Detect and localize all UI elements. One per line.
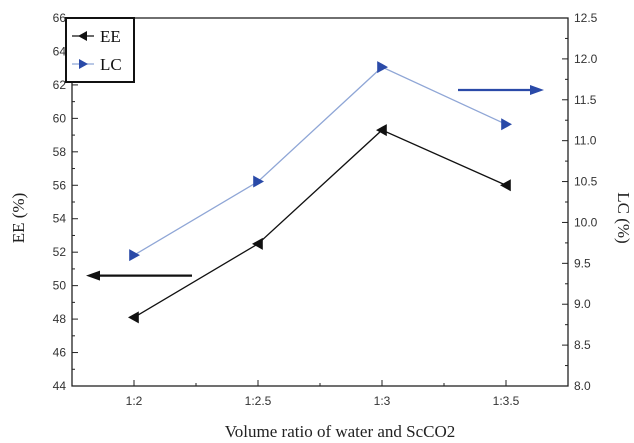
y-right-tick-label: 9.0 [574,297,591,311]
y-left-tick-label: 66 [53,11,67,25]
y-left-tick-label: 64 [53,44,67,58]
axes-layer: 44 46 48 50 52 54 56 58 60 62 64 66 8.0 8.5 9.0 9.5 10.0… [53,11,598,408]
y-right-tick-label: 10.5 [574,175,598,189]
y-left-tick-label: 46 [53,346,67,360]
y-right-tick-label: 8.0 [574,379,591,393]
lc-series-line [133,66,507,256]
plot-frame [71,17,569,387]
y-left-tick-label: 56 [53,178,67,192]
y-left-tick-label: 58 [53,145,67,159]
legend-lc-label: LC [100,55,122,74]
y-left-tick-label: 44 [53,379,67,393]
y-right-tick-label: 12.0 [574,52,598,66]
ee-data-point [128,311,139,324]
ee-data-point [252,237,263,250]
y-right-tick-label: 9.5 [574,256,591,270]
y-axis-right-title: LC (%) [614,192,633,243]
y-left-tick-label: 48 [53,312,67,326]
y-right-tick-label: 8.5 [574,338,591,352]
ee-data-point [500,179,511,192]
ee-data-point [376,124,387,137]
series-layer [86,61,544,324]
legend-box [65,17,135,83]
y-left-tick-label: 54 [53,212,67,226]
y-right-tick-label: 10.0 [574,215,598,229]
legend-lc-marker [79,59,88,69]
lc-data-point [129,249,140,262]
y-right-tick-label: 11.5 [574,93,597,107]
x-tick-label: 1:3.5 [493,394,520,408]
legend-ee-marker [78,31,87,41]
x-axis-title: Volume ratio of water and ScCO2 [225,422,456,441]
y-left-tick-label: 50 [53,279,67,293]
lc-data-point [377,61,388,74]
y-axis-left-title: EE (%) [9,193,28,244]
legend: EE LC [65,17,135,83]
x-tick-label: 1:2.5 [245,394,272,408]
x-tick-label: 1:3 [374,394,391,408]
y-right-tick-label: 12.5 [574,11,598,25]
ee-series-line [133,129,507,318]
x-tick-label: 1:2 [126,394,143,408]
legend-ee-label: EE [100,27,121,46]
lc-axis-arrow-head [530,84,544,95]
lc-data-point [253,175,264,188]
y-left-tick-label: 62 [53,78,67,92]
y-left-tick-label: 52 [53,245,67,259]
ee-axis-arrow-head [86,270,100,281]
y-right-tick-label: 11.0 [574,134,597,148]
lc-data-point [501,118,512,131]
y-left-tick-label: 60 [53,111,67,125]
